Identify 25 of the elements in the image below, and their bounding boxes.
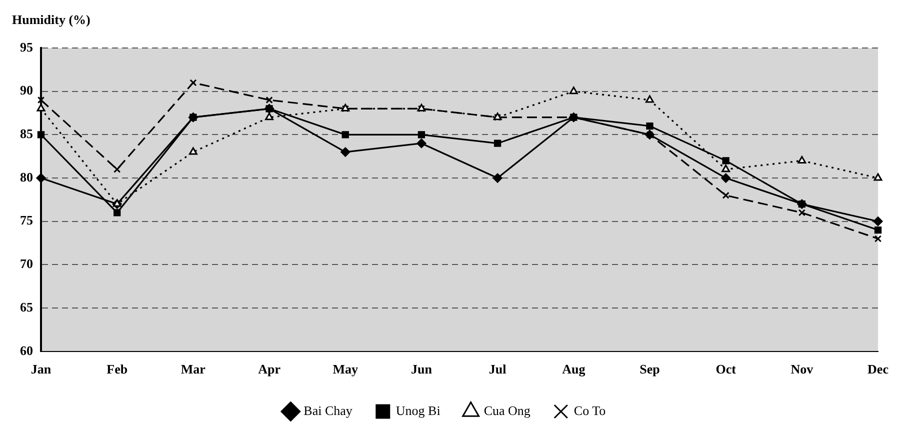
y-tick-label: 80 [20,169,33,184]
x-tick-label: Jan [30,362,52,377]
x-tick-label: Apr [258,362,281,377]
x-tick-label: Oct [716,362,737,377]
x-tick-label: May [332,362,358,377]
x-tick-label: Jun [410,362,433,377]
x-tick-label: Nov [790,362,814,377]
y-tick-label: 70 [20,256,33,272]
x-tick-label: Feb [106,362,128,377]
y-tick-label: 75 [20,212,34,228]
y-tick-label: 60 [20,342,33,358]
x-tick-label: Jul [488,362,507,377]
y-tick-label: 85 [20,126,34,142]
y-tick-label: 65 [20,299,34,314]
x-tick-label: Mar [180,362,206,377]
legend-label: Co To [574,402,606,418]
x-tick-label: Aug [562,362,586,377]
y-axis-title: Humidity (%) [12,12,90,27]
legend-label: Unog Bi [396,402,441,418]
y-tick-label: 90 [20,82,33,98]
x-tick-label: Dec [868,362,889,377]
legend-label: Cua Ong [484,402,531,418]
y-tick-label: 95 [20,39,34,54]
x-tick-label: Sep [640,362,660,377]
legend-label: Bai Chay [304,402,353,418]
